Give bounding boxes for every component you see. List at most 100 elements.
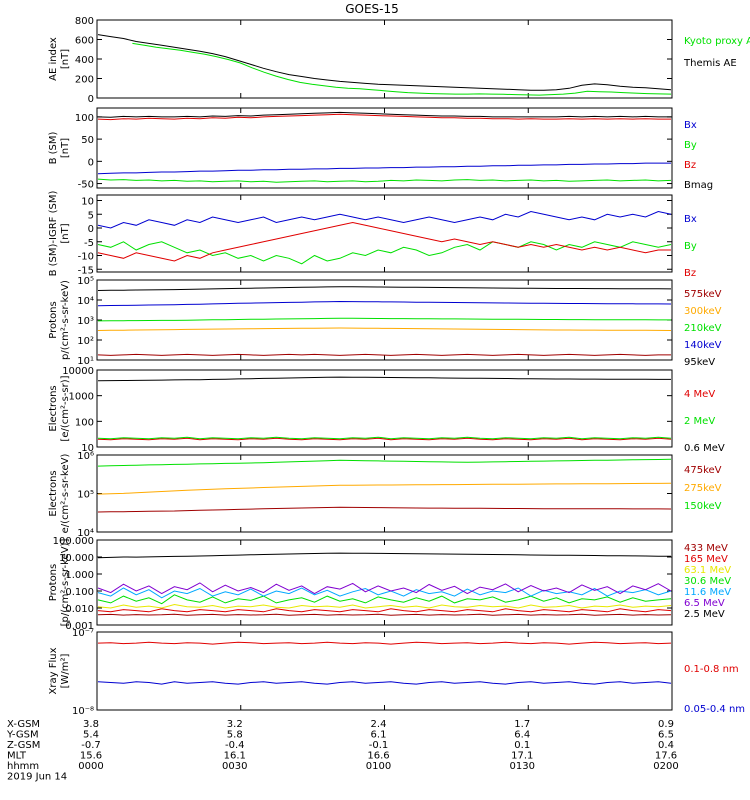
- series-line-575kev: [97, 353, 671, 356]
- y-axis-unit: e/(cm²-s-sr-keV): [60, 454, 71, 534]
- y-tick-label: 10000: [62, 366, 94, 377]
- panel-protons1: 10¹ 10² 10³ 10⁴ 10⁵ Protons p/(cm²-s-sr-keV) 57…: [48, 276, 722, 368]
- y-axis-label: Xray Flux: [48, 647, 59, 694]
- series-line-by: [97, 178, 672, 183]
- ephemeris-value: 1.7: [514, 719, 530, 730]
- legend-entry: Themis AE: [683, 58, 737, 69]
- legend-entry: By: [684, 140, 697, 151]
- panel-electrons2: 10⁴ 10⁵ 10⁶ Electrons e/(cm²-s-sr-keV) 475keV…: [48, 451, 722, 539]
- y-tick-label: 50: [81, 135, 94, 146]
- y-tick-label: 0: [88, 94, 94, 105]
- series-line-0-05-0-4-nm: [97, 681, 672, 685]
- legend-entry: 6.5 MeV: [684, 598, 725, 609]
- ephemeris-value: 0.4: [658, 740, 674, 751]
- series-line-bmag: [97, 111, 671, 118]
- ephemeris-value: 0200: [653, 761, 678, 772]
- ephemeris-value: -0.1: [369, 740, 389, 751]
- y-tick-label: 10: [81, 197, 94, 208]
- series-line-150kev: [97, 458, 672, 467]
- legend-entry: 30.6 MeV: [684, 576, 731, 587]
- legend-entry: 275keV: [684, 483, 722, 494]
- series-line-2-5-mev: [97, 552, 672, 559]
- legend-entry: 4 MeV: [684, 389, 715, 400]
- y-tick-label: 1000: [69, 392, 94, 403]
- legend-entry: 0.1-0.8 nm: [684, 664, 739, 675]
- legend-entry: 210keV: [684, 323, 722, 334]
- series-line-11-6-mev: [97, 587, 672, 599]
- ephemeris-row-label: MLT: [7, 751, 27, 762]
- legend-entry: Bz: [684, 268, 696, 279]
- series-line-210kev: [97, 317, 671, 322]
- panel-frame: [96, 369, 673, 448]
- series-line-0-1-0-8-nm: [97, 641, 672, 645]
- legend-entry: By: [684, 241, 697, 252]
- panel-protons2: 0.001 0.010 0.100 1.000 10.000 100.000 Protons…: [48, 536, 731, 632]
- ephemeris-row-label: Z-GSM: [7, 740, 40, 751]
- series-line-300kev: [97, 327, 672, 331]
- y-tick-label: 10⁴: [77, 528, 94, 539]
- ephemeris-value: 3.8: [83, 719, 99, 730]
- y-tick-label: -50: [78, 180, 94, 191]
- ephemeris-value: 0030: [222, 761, 247, 772]
- y-axis-label: B (SM): [48, 131, 59, 164]
- ephemeris-value: 16.1: [224, 751, 246, 762]
- legend-entry: 0.05-0.4 nm: [684, 704, 745, 715]
- y-axis-label: AE index: [48, 37, 59, 81]
- series-line-bz: [97, 113, 671, 121]
- ephemeris-value: 0.1: [514, 740, 530, 751]
- ephemeris-value: 5.8: [227, 730, 243, 741]
- legend-entry: 11.6 MeV: [684, 587, 731, 598]
- y-tick-label: 0.100: [65, 587, 94, 598]
- y-tick-label: 10⁴: [77, 296, 94, 307]
- y-tick-label: -10: [78, 252, 94, 263]
- y-axis-unit: [p/(cm²-s-sr-keV)]: [60, 539, 71, 627]
- y-tick-label: 10¹: [77, 356, 94, 367]
- y-tick-label: 0: [88, 224, 94, 235]
- ephemeris-value: 0000: [78, 761, 103, 772]
- legend-entry: 300keV: [684, 306, 722, 317]
- legend-entry: 2.5 MeV: [684, 609, 725, 620]
- y-tick-label: 1.000: [65, 570, 94, 581]
- legend-entry: 433 MeV: [684, 543, 728, 554]
- y-tick-label: 0.001: [65, 621, 94, 632]
- ephemeris-value: -0.4: [225, 740, 245, 751]
- legend-entry: 165 MeV: [684, 554, 728, 565]
- ephemeris-value: 17.6: [655, 751, 677, 762]
- panel-bsm: -50 0 50 100 B (SM) [nT] Bx By Bz Bmag: [48, 107, 713, 191]
- legend-entry: 140keV: [684, 340, 722, 351]
- y-tick-label: 100: [75, 417, 94, 428]
- series-line-433-mev: [97, 613, 672, 616]
- ephemeris-date: 2019 Jun 14: [7, 772, 67, 783]
- legend-entry: 475keV: [684, 465, 722, 476]
- y-tick-label: 10⁵: [77, 276, 94, 287]
- y-tick-label: -15: [78, 265, 94, 276]
- ephemeris-value: 6.5: [658, 730, 674, 741]
- y-axis-label: Protons: [48, 564, 59, 601]
- y-tick-label: 100: [75, 113, 94, 124]
- legend-entry: Bx: [684, 120, 697, 131]
- y-tick-label: 10³: [77, 316, 94, 327]
- y-tick-label: 10⁻⁸: [72, 706, 94, 717]
- y-axis-unit: [e/(cm²-s-sr)]: [60, 375, 71, 441]
- legend-entry: 575keV: [684, 289, 722, 300]
- y-axis-label: Electrons: [48, 470, 59, 516]
- y-tick-label: 800: [75, 16, 94, 27]
- panel-bigrf: -15 -10 -5 0 5 10 B (SM)-IGRF (SM) [nT] Bx By Bz: [48, 191, 697, 279]
- series-line-140kev: [97, 300, 672, 307]
- panel-frame: [96, 19, 673, 99]
- legend-entry: 2 MeV: [684, 416, 715, 427]
- legend-entry: Kyoto proxy AE: [684, 36, 750, 47]
- series-line-4-mev: [97, 437, 672, 441]
- y-tick-label: 10.000: [59, 553, 94, 564]
- series-line-0-6-mev: [97, 376, 671, 382]
- panel-ae: 0 200 400 600 800 AE index[nT] Kyoto proxy AE T…: [48, 16, 750, 105]
- ephemeris-value: 2.4: [371, 719, 387, 730]
- y-axis-unit: [nT]: [60, 223, 71, 243]
- legend-entry: Bx: [684, 214, 697, 225]
- y-tick-label: 10⁵: [77, 490, 94, 501]
- y-tick-label: 0: [88, 157, 94, 168]
- y-tick-label: 0.010: [65, 604, 94, 615]
